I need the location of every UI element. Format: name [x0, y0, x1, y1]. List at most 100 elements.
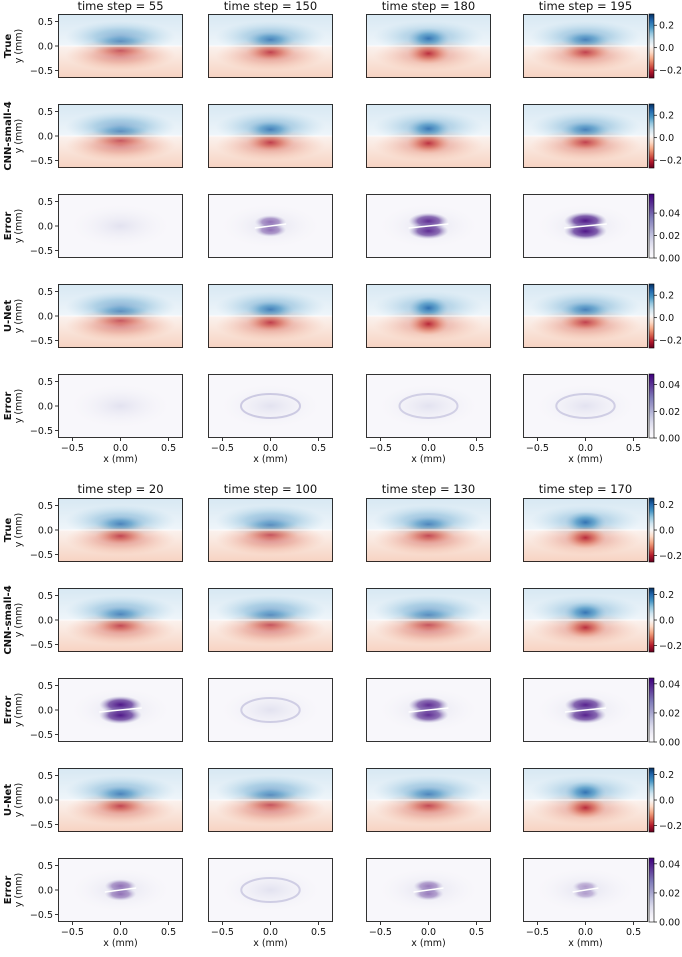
- panel-frame: [523, 678, 648, 742]
- blue-lobe: [560, 30, 611, 49]
- y-tick-label: 0.0: [38, 132, 53, 143]
- panel-image: [523, 284, 648, 348]
- y-tick-label: 0.5: [38, 107, 53, 118]
- panel-frame: [208, 194, 333, 258]
- heatmap-panel: [366, 588, 491, 652]
- panel-frame: [58, 498, 183, 562]
- row-label: True: [3, 518, 14, 543]
- y-tick-label: 0.5: [38, 771, 53, 782]
- row-label: CNN-small-4: [3, 585, 14, 654]
- colorbar-gradient: [648, 497, 655, 563]
- x-tick-label: 0.5: [161, 443, 176, 454]
- panel-frame: [366, 284, 491, 348]
- x-tick-label: −0.5: [61, 927, 84, 938]
- panel-image: [208, 14, 333, 78]
- y-axis-label: y (mm): [14, 119, 25, 154]
- panel-image: [523, 104, 648, 168]
- panel-frame: [208, 104, 333, 168]
- row-label: Error: [3, 212, 14, 241]
- panel-frame: [58, 104, 183, 168]
- panel-frame: [523, 768, 648, 832]
- heatmap-panel: [366, 104, 491, 168]
- panel-image: [366, 588, 491, 652]
- colorbar-tick-label: −0.2: [659, 156, 682, 167]
- error-ring: [398, 393, 459, 419]
- panel-frame: [58, 284, 183, 348]
- heatmap-panel: [208, 678, 333, 742]
- colorbar-gradient: [648, 103, 655, 169]
- heatmap-panel: 0.5 0.0 −0.5 −0.5 0.0 0.5 x (mm): [30, 374, 183, 465]
- red-lobe: [560, 133, 611, 152]
- panel-frame: [366, 588, 491, 652]
- blue-lobe: [242, 517, 299, 533]
- colorbar: 0.2 0.0 −0.2: [648, 283, 682, 349]
- colorbar-tick-label: 0.2: [659, 770, 674, 781]
- row-4: Error y (mm)0.50.0−0.5−0.5 0.0 0.5x (mm)−0.…: [3, 373, 680, 465]
- y-tick-label: −0.5: [30, 730, 53, 741]
- x-axis-label: x (mm): [253, 938, 288, 949]
- heatmap-panel: [366, 284, 491, 348]
- error-haze: [220, 868, 321, 912]
- panel-image: [58, 768, 183, 832]
- panel-frame: [366, 858, 491, 922]
- heatmap-block-2: time step = 20 time step = 100 time step =…: [3, 482, 682, 949]
- heatmap-panel: [208, 498, 333, 562]
- y-tick-label: −0.5: [30, 550, 53, 561]
- x-tick-label: 0.5: [626, 927, 641, 938]
- colorbar-gradient: [648, 677, 655, 743]
- red-lobe: [402, 527, 455, 544]
- colorbar-tick-label: 0.2: [659, 500, 674, 511]
- panel-frame: [58, 768, 183, 832]
- y-tick-label: −0.5: [30, 336, 53, 347]
- colorbar-tick-label: 0.00: [659, 738, 680, 749]
- error-seam: [564, 223, 607, 229]
- colorbar-gradient: [648, 373, 655, 439]
- row-1: CNN-small-4 y (mm) 0.5 0.0 −0.5 0.2 0.0 −0.2: [3, 101, 682, 170]
- heatmap-panel: 0.5 0.0 −0.5: [30, 284, 183, 348]
- y-tick-label: 0.5: [38, 681, 53, 692]
- heatmap-panel: [366, 678, 491, 742]
- red-lobe: [245, 43, 296, 62]
- panel-image: [523, 858, 648, 922]
- blue-lobe: [95, 515, 146, 533]
- x-tick-label: 0.0: [421, 927, 436, 938]
- panel-frame: [366, 104, 491, 168]
- blue-lobe: [400, 607, 457, 623]
- x-tick-label: 0.0: [578, 443, 593, 454]
- x-tick-label: −0.5: [526, 927, 549, 938]
- heatmap-panel: −0.5 0.0 0.5 x (mm): [208, 858, 333, 949]
- red-lobe: [564, 796, 607, 819]
- colorbar-tick-label: −0.2: [659, 821, 682, 832]
- error-seam: [413, 887, 444, 893]
- panel-frame: [208, 678, 333, 742]
- blue-lobe: [564, 601, 607, 624]
- error-seam: [564, 707, 607, 713]
- panel-frame: [58, 858, 183, 922]
- panel-frame: [366, 498, 491, 562]
- heatmap-panel: −0.5 0.0 0.5 x (mm): [523, 374, 648, 465]
- x-tick-label: −0.5: [211, 443, 234, 454]
- colorbar: 0.2 0.0 −0.2: [648, 13, 682, 79]
- row-3: U-Net y (mm) 0.5 0.0 −0.5 0.2 0.0 −0.2: [3, 767, 682, 833]
- heatmap-panel: [523, 104, 648, 168]
- heatmap-panel: [523, 194, 648, 258]
- error-seam: [104, 887, 137, 893]
- row-label: CNN-small-4: [3, 101, 14, 170]
- x-axis-label: x (mm): [253, 454, 288, 465]
- row-label: True: [3, 34, 14, 59]
- panel-image: [208, 858, 333, 922]
- colorbar-tick-label: 0.2: [659, 590, 674, 601]
- x-tick-label: 0.0: [263, 443, 278, 454]
- panel-image: [523, 194, 648, 258]
- panel-image: [523, 498, 648, 562]
- column-title: time step = 20: [77, 482, 163, 496]
- row-1: CNN-small-4 y (mm) 0.5 0.0 −0.5 0.2 0.0 −0.2: [3, 585, 682, 654]
- colorbar: 0.04 0.02 0.00: [648, 373, 680, 445]
- red-lobe: [242, 797, 299, 813]
- blue-lobe: [242, 787, 299, 803]
- blue-lobe: [564, 511, 607, 534]
- column-title: time step = 55: [77, 0, 163, 13]
- y-axis-label: y (mm): [14, 783, 25, 818]
- colorbar-tick-label: 0.00: [659, 918, 680, 929]
- red-lobe: [400, 617, 457, 633]
